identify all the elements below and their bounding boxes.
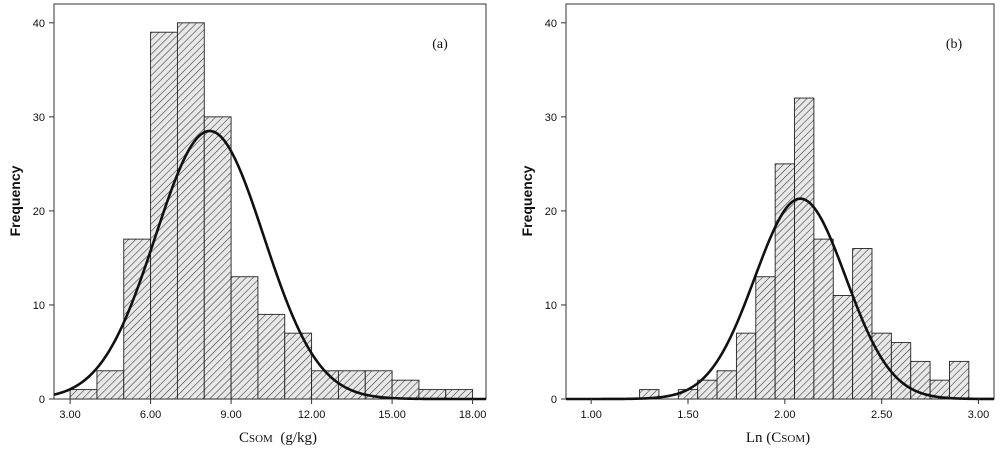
x-tick-label: 3.00 [59, 409, 80, 421]
histogram-bar [284, 332, 313, 400]
histogram-bar [755, 276, 776, 400]
histogram-bar [230, 276, 259, 400]
normal-curve-b [566, 197, 995, 401]
histogram-bar [677, 389, 699, 400]
x-tick-label: 2.50 [871, 409, 892, 421]
y-ticks-b: 0 10 20 30 40 [545, 18, 566, 406]
histogram-bar [890, 342, 912, 400]
x-axis-title-a: CSOM (g/kg) [239, 430, 317, 446]
x-axis-title-b-sub: SOM [781, 433, 805, 445]
y-tick-label: 40 [33, 18, 45, 30]
panel-label-b: (b) [946, 37, 963, 52]
y-tick-label: 10 [545, 300, 557, 312]
x-tick-label: 1.50 [677, 409, 698, 421]
y-axis-title-b: Frequency [519, 165, 535, 236]
histogram-bar [391, 379, 420, 400]
histogram-bar [813, 238, 834, 400]
histogram-bar [697, 379, 718, 400]
x-tick-label: 12.00 [298, 409, 326, 421]
x-axis-title-b: Ln (CSOM) [746, 430, 810, 446]
x-tick-label: 18.00 [459, 409, 487, 421]
histogram-bar [949, 360, 970, 400]
y-tick-label: 0 [551, 394, 557, 406]
y-tick-label: 30 [33, 112, 45, 124]
y-ticks-a: 0 10 20 30 40 [33, 18, 54, 406]
y-tick-label: 20 [545, 206, 557, 218]
histogram-bar [96, 370, 125, 400]
x-tick-label: 6.00 [140, 409, 161, 421]
x-tick-label: 1.00 [580, 409, 601, 421]
x-ticks-a: 3.00 6.00 9.00 12.00 15.00 18.00 [59, 399, 486, 421]
histogram-bar [774, 163, 795, 400]
x-axis-title-a-main: C [239, 430, 249, 446]
y-tick-label: 30 [545, 112, 557, 124]
histogram-bar [871, 332, 892, 400]
normal-curve-a [53, 129, 486, 401]
histogram-bar [445, 389, 474, 400]
histogram-bar [203, 116, 232, 400]
x-axis-title-b-main: Ln (C [746, 430, 781, 446]
x-tick-label: 9.00 [220, 409, 241, 421]
histogram-bar [852, 248, 873, 400]
x-tick-label: 3.00 [968, 409, 989, 421]
histogram-bar [69, 389, 98, 400]
histogram-bar [257, 313, 286, 400]
bars-b [639, 97, 970, 400]
histogram-bar [716, 370, 737, 400]
x-tick-label: 15.00 [378, 409, 406, 421]
x-axis-title-b-unit: ) [805, 430, 810, 446]
histogram-bar [364, 370, 393, 400]
y-axis-title-a: Frequency [7, 165, 23, 236]
histogram-bar [832, 295, 854, 400]
histogram-panel-a: 3.00 6.00 9.00 12.00 15.00 18.00 0 10 20 30 40 (a… [7, 3, 487, 446]
histogram-bar [735, 332, 757, 400]
x-tick-label: 2.00 [774, 409, 795, 421]
histogram-bar [794, 97, 815, 400]
y-tick-label: 10 [33, 300, 45, 312]
x-axis-title-a-unit: (g/kg) [273, 430, 317, 446]
histogram-bar [176, 22, 205, 400]
x-ticks-b: 1.00 1.50 2.00 2.50 3.00 [580, 399, 989, 421]
histogram-bar [311, 370, 339, 400]
y-tick-label: 40 [545, 18, 557, 30]
histogram-panel-b: 1.00 1.50 2.00 2.50 3.00 0 10 20 30 40 (b) Frequ… [519, 3, 995, 446]
y-tick-label: 20 [33, 206, 45, 218]
x-axis-title-a-sub: SOM [249, 433, 273, 445]
panel-label-a: (a) [432, 37, 448, 52]
histogram-bar [150, 31, 178, 400]
y-tick-label: 0 [39, 394, 45, 406]
